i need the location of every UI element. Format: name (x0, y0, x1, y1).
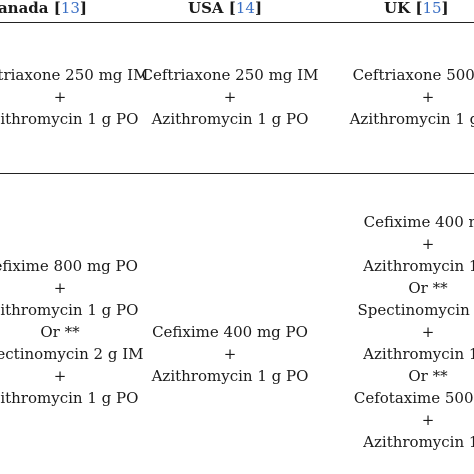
header-canada-label: Canada (0, 0, 49, 17)
row2-canada-cell: Cefixime 800 mg PO + Azithromycin 1 g PO… (0, 255, 210, 409)
row1-uk-cell: Ceftriaxone 500 mg + Azithromycin 1 g PO (278, 64, 474, 130)
row2-canada-line7: Azithromycin 1 g PO (0, 389, 139, 407)
row1-usa-line3: Azithromycin 1 g PO (151, 110, 309, 128)
row1-usa-line1: Ceftriaxone 250 mg IM (141, 66, 319, 84)
header-uk-label: UK (384, 0, 411, 17)
row1-canada-cell: Ceftriaxone 250 mg IM + Azithromycin 1 g… (0, 64, 210, 130)
header-usa-ref[interactable]: 14 (235, 0, 255, 17)
header-canada-ref[interactable]: 13 (60, 0, 80, 17)
row1-usa-line2: + (223, 88, 237, 106)
row2-uk-line10: + (421, 411, 435, 429)
row2-uk-line5: Spectinomycin 2 g (357, 301, 474, 319)
row2-uk-line6: + (421, 323, 435, 341)
row2-usa-line2: + (223, 345, 237, 363)
row2-canada-line1: Cefixime 800 mg PO (0, 257, 138, 275)
row2-uk-line1: Cefixime 400 mg (363, 213, 474, 231)
row2-uk-line11: Azithromycin 1 g (363, 433, 474, 451)
row2-canada-line3: Azithromycin 1 g PO (0, 301, 139, 319)
row2-canada-line5: Spectinomycin 2 g IM (0, 345, 144, 363)
header-uk: UK [15] (384, 0, 449, 17)
header-usa-label: USA (188, 0, 224, 17)
row1-canada-line1: Ceftriaxone 250 mg IM (0, 66, 149, 84)
row-divider (0, 173, 474, 174)
header-canada: Canada [13] (0, 0, 87, 18)
row2-uk-line9: Cefotaxime 500 mg (353, 389, 474, 407)
header-rule (0, 22, 474, 23)
row2-usa-cell: Cefixime 400 mg PO + Azithromycin 1 g PO (80, 321, 380, 387)
row1-uk-line1: Ceftriaxone 500 mg (352, 66, 474, 84)
row2-usa-line3: Azithromycin 1 g PO (151, 367, 309, 385)
row2-uk-line3: Azithromycin 1 g (363, 257, 474, 275)
row2-canada-line2: + (53, 279, 67, 297)
row2-uk-line8: Or ** (408, 367, 448, 385)
row1-uk-line2: + (421, 88, 435, 106)
row2-uk-line4: Or ** (408, 279, 448, 297)
row2-uk-line7: Azithromycin 1 g (363, 345, 474, 363)
row2-usa-line1: Cefixime 400 mg PO (152, 323, 308, 341)
row2-canada-line6: + (53, 367, 67, 385)
row2-uk-cell: Cefixime 400 mg + Azithromycin 1 g Or **… (278, 211, 474, 453)
row1-canada-line2: + (53, 88, 67, 106)
header-uk-ref[interactable]: 15 (422, 0, 442, 17)
row1-uk-line3: Azithromycin 1 g PO (349, 110, 474, 128)
row2-canada-line4: Or ** (40, 323, 80, 341)
row1-canada-line3: Azithromycin 1 g PO (0, 110, 139, 128)
header-usa: USA [14] (188, 0, 263, 17)
row2-uk-line2: + (421, 235, 435, 253)
row1-usa-cell: Ceftriaxone 250 mg IM + Azithromycin 1 g… (80, 64, 380, 130)
